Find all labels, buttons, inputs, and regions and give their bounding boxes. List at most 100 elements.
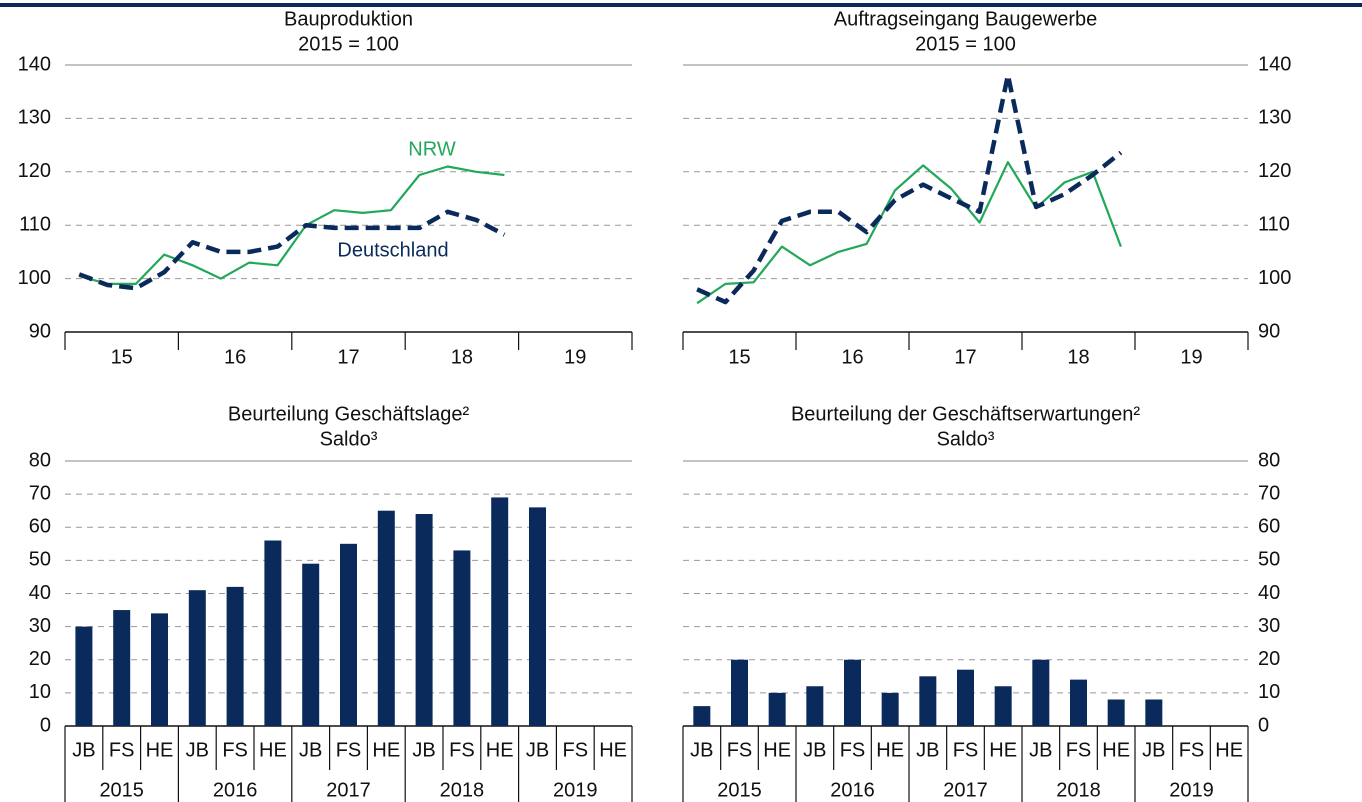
x-tick-label: JB xyxy=(916,739,939,761)
y-tick-label: 120 xyxy=(1258,160,1291,182)
bar xyxy=(994,686,1012,726)
data-line xyxy=(696,161,1122,305)
x-tick-label: HE xyxy=(1102,739,1130,761)
bar xyxy=(453,550,471,726)
y-tick-label: 90 xyxy=(29,320,51,342)
x-tick-label: 18 xyxy=(451,346,473,368)
x-tick-label: 16 xyxy=(224,346,246,368)
group-label: 2015 xyxy=(717,779,762,801)
y-tick-label: 140 xyxy=(1258,53,1291,75)
x-tick-label: HE xyxy=(146,739,174,761)
x-tick-label: 19 xyxy=(564,346,586,368)
y-tick-label: 110 xyxy=(19,213,51,235)
bar xyxy=(75,626,93,726)
top-rule xyxy=(0,3,1362,7)
bar xyxy=(1070,679,1087,726)
chart-title: Auftragseingang Baugewerbe xyxy=(834,8,1098,30)
y-tick-label: 0 xyxy=(1258,714,1269,736)
bar xyxy=(340,543,357,726)
chart-title: Bauproduktion xyxy=(284,8,413,30)
x-tick-label: HE xyxy=(259,739,287,761)
y-tick-label: 10 xyxy=(29,681,51,703)
bar xyxy=(1107,699,1125,726)
x-tick-label: 15 xyxy=(728,346,750,368)
x-tick-label: JB xyxy=(803,739,826,761)
x-tick-label: FS xyxy=(1179,739,1205,761)
bar xyxy=(415,514,433,726)
group-label: 2017 xyxy=(943,779,988,801)
y-tick-label: 70 xyxy=(29,482,51,504)
y-tick-label: 100 xyxy=(18,267,51,289)
y-tick-label: 130 xyxy=(1258,107,1291,129)
bar xyxy=(113,610,131,726)
y-tick-label: 40 xyxy=(1258,582,1280,604)
x-tick-label: JB xyxy=(72,739,95,761)
x-tick-label: HE xyxy=(486,739,514,761)
bar xyxy=(1032,659,1050,726)
x-tick-label: HE xyxy=(372,739,400,761)
group-label: 2018 xyxy=(440,779,485,801)
chart-subtitle: Saldo³ xyxy=(937,428,995,450)
x-tick-label: 15 xyxy=(111,346,133,368)
chart-subtitle: 2015 = 100 xyxy=(915,33,1016,55)
bar xyxy=(1145,699,1163,726)
bar xyxy=(529,507,546,726)
bar xyxy=(491,497,509,726)
x-tick-label: FS xyxy=(840,739,866,761)
bar xyxy=(693,706,711,726)
y-tick-label: 50 xyxy=(1258,549,1280,571)
x-tick-label: HE xyxy=(876,739,904,761)
x-tick-label: JB xyxy=(1029,739,1052,761)
chart-subtitle: Saldo³ xyxy=(320,428,378,450)
y-tick-label: 10 xyxy=(1258,681,1280,703)
x-tick-label: FS xyxy=(953,739,979,761)
x-tick-label: JB xyxy=(299,739,322,761)
y-tick-label: 30 xyxy=(1258,615,1280,637)
bar xyxy=(919,676,937,726)
y-tick-label: 60 xyxy=(29,516,51,538)
x-tick-label: JB xyxy=(412,739,435,761)
data-line xyxy=(78,165,505,285)
x-tick-label: FS xyxy=(109,739,135,761)
x-tick-label: HE xyxy=(599,739,627,761)
bar xyxy=(806,686,824,726)
y-tick-label: 110 xyxy=(1258,213,1290,235)
x-tick-label: FS xyxy=(336,739,362,761)
chart-subtitle: 2015 = 100 xyxy=(298,33,399,55)
group-label: 2015 xyxy=(99,779,144,801)
x-tick-label: JB xyxy=(186,739,209,761)
x-tick-label: JB xyxy=(526,739,549,761)
bar xyxy=(377,510,395,726)
y-tick-label: 60 xyxy=(1258,516,1280,538)
group-label: 2017 xyxy=(326,779,371,801)
x-tick-label: 17 xyxy=(337,346,359,368)
y-tick-label: 90 xyxy=(1258,320,1280,342)
group-label: 2019 xyxy=(553,779,598,801)
y-tick-label: 50 xyxy=(29,549,51,571)
bar xyxy=(957,669,974,726)
x-tick-label: JB xyxy=(1142,739,1165,761)
group-label: 2016 xyxy=(830,779,875,801)
y-tick-label: 0 xyxy=(40,714,51,736)
y-tick-label: 140 xyxy=(18,53,51,75)
y-tick-label: 130 xyxy=(18,107,51,129)
x-tick-label: HE xyxy=(1215,739,1243,761)
y-tick-label: 100 xyxy=(1258,267,1291,289)
x-tick-label: FS xyxy=(449,739,475,761)
y-tick-label: 80 xyxy=(1258,449,1280,471)
x-tick-label: JB xyxy=(690,739,713,761)
y-tick-label: 80 xyxy=(29,449,51,471)
y-tick-label: 20 xyxy=(1258,648,1280,670)
x-tick-label: 17 xyxy=(954,346,976,368)
x-tick-label: FS xyxy=(1066,739,1092,761)
bar xyxy=(151,613,168,726)
y-tick-label: 40 xyxy=(29,582,51,604)
bar xyxy=(302,563,320,726)
bar xyxy=(768,692,786,726)
y-tick-label: 120 xyxy=(18,160,51,182)
bar xyxy=(264,540,282,726)
x-tick-label: 19 xyxy=(1180,346,1202,368)
y-tick-label: 70 xyxy=(1258,482,1280,504)
chart-title: Beurteilung der Geschäftserwartungen² xyxy=(791,403,1140,425)
